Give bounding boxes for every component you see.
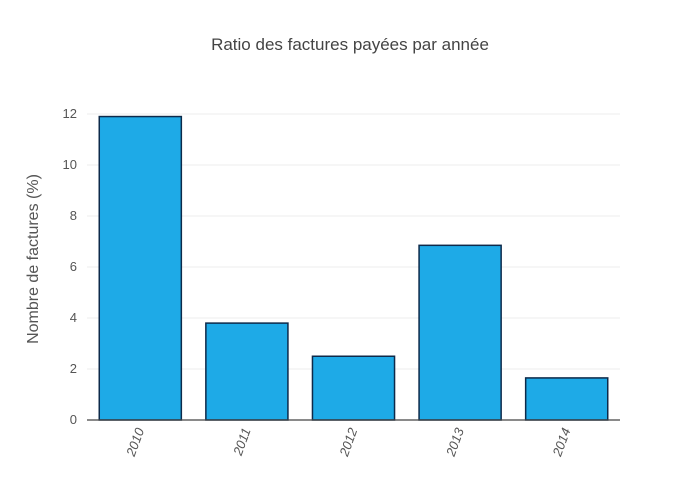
- bar-2012: [311, 355, 396, 421]
- x-tick-label: 2011: [230, 426, 254, 458]
- x-tick-label: 2010: [123, 425, 148, 459]
- y-tick-label: 10: [63, 157, 77, 172]
- bar-2010: [98, 115, 183, 421]
- x-tick-labels: 2010 2011 2012 2013 2014: [123, 425, 574, 459]
- y-tick-label: 6: [70, 259, 77, 274]
- x-tick-label: 2014: [549, 426, 573, 459]
- bar-2013: [418, 244, 502, 421]
- y-tick-label: 8: [70, 208, 77, 223]
- y-tick-labels: 0 2 4 6 8 10 12: [63, 106, 77, 427]
- y-tick-label: 2: [70, 361, 77, 376]
- chart-title: Ratio des factures payées par année: [211, 35, 489, 54]
- bars: [98, 115, 609, 421]
- y-tick-label: 0: [70, 412, 77, 427]
- y-tick-label: 12: [63, 106, 77, 121]
- x-tick-label: 2013: [443, 425, 468, 459]
- x-tick-label: 2012: [336, 425, 361, 459]
- y-tick-label: 4: [70, 310, 77, 325]
- bar-2014: [524, 377, 609, 421]
- y-axis-label: Nombre de factures (%): [25, 174, 42, 344]
- bar-2011: [205, 322, 289, 421]
